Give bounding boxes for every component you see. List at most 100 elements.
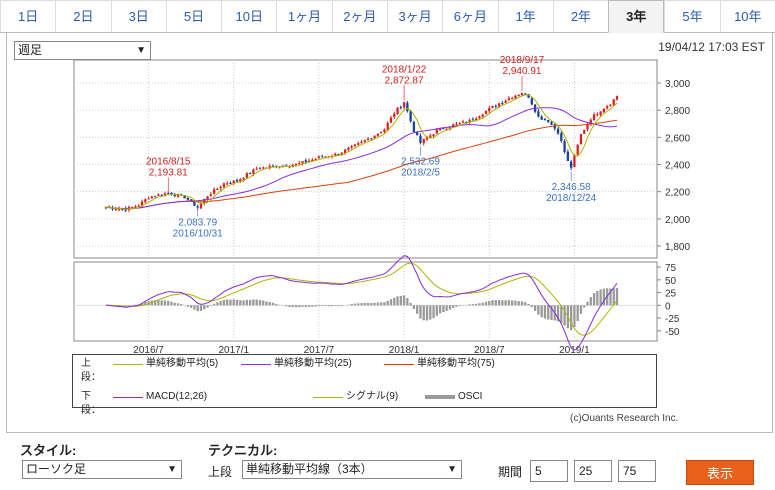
lower-y-tick-label: 75 <box>665 263 677 274</box>
osci-bar <box>592 293 596 306</box>
osci-bar <box>304 305 307 308</box>
osci-bar <box>252 299 255 306</box>
candle-body <box>599 111 602 115</box>
annotation-1-line2: 2016/10/31 <box>173 228 223 239</box>
osci-bar <box>602 288 606 306</box>
technical-select[interactable]: 単純移動平均線（3本） ▼ <box>242 460 462 479</box>
candle-body <box>478 116 481 119</box>
tab-12[interactable]: 5年 <box>664 0 720 32</box>
upper-pane-label: 上段 <box>208 465 233 479</box>
candle-body <box>216 188 219 190</box>
copyright: (c)Ouants Research Inc. <box>570 413 679 424</box>
candle-body <box>468 119 471 123</box>
osci-bar <box>311 305 314 307</box>
tab-2[interactable]: 3日 <box>110 0 166 32</box>
candle-body <box>386 123 389 131</box>
technical-label: テクニカル: <box>208 443 278 458</box>
osci-bar <box>501 300 504 306</box>
osci-bar <box>167 300 170 306</box>
candle-body <box>458 122 461 124</box>
candle-body <box>419 135 422 143</box>
osci-bar <box>245 299 248 306</box>
osci-bar <box>520 301 524 306</box>
tab-9[interactable]: 1年 <box>497 0 553 32</box>
osci-bar <box>425 305 429 321</box>
osci-bar <box>153 300 157 306</box>
candle-body <box>560 133 563 142</box>
tab-11[interactable]: 3年 <box>608 0 665 33</box>
candle-body <box>117 208 121 210</box>
osci-bar <box>583 305 586 308</box>
candle-body <box>540 116 543 120</box>
candle-body <box>235 179 239 182</box>
osci-bar <box>429 305 432 320</box>
candle-body <box>219 186 222 189</box>
tab-0[interactable]: 1日 <box>0 0 56 32</box>
osci-bar <box>140 303 144 306</box>
upper-y-tick-label: 2,600 <box>665 133 690 144</box>
osci-bar <box>271 302 275 306</box>
candle-body <box>579 134 583 145</box>
osci-bar <box>144 301 147 306</box>
tab-13[interactable]: 10年 <box>719 0 775 32</box>
candle-body <box>288 166 291 168</box>
osci-bar <box>573 305 576 327</box>
candle-body <box>491 106 494 108</box>
osci-bar <box>193 305 196 310</box>
osci-bar <box>514 300 517 306</box>
osci-bar <box>366 302 370 306</box>
candle-body <box>111 207 114 210</box>
period-input-2[interactable]: 25 <box>574 460 612 482</box>
osci-bar <box>504 300 507 306</box>
candle-body <box>606 106 609 109</box>
period-input-3[interactable]: 75 <box>618 460 656 482</box>
tab-4[interactable]: 10日 <box>221 0 277 32</box>
tab-5[interactable]: 1ヶ月 <box>276 0 332 32</box>
osci-bar <box>262 300 265 306</box>
osci-bar <box>206 305 209 308</box>
candle-body <box>353 144 357 146</box>
tab-3[interactable]: 5日 <box>165 0 222 32</box>
tab-1[interactable]: 2日 <box>55 0 111 32</box>
candle-body <box>537 111 540 117</box>
candle-body <box>402 102 406 108</box>
osci-bar <box>216 302 219 306</box>
osci-bar <box>212 303 216 306</box>
osci-bar <box>190 305 193 308</box>
osci-bar <box>383 302 386 306</box>
candle-body <box>389 117 393 123</box>
candle-body <box>173 195 176 197</box>
osci-bar <box>337 305 340 307</box>
candle-body <box>517 94 520 97</box>
candle-body <box>425 137 429 140</box>
tab-8[interactable]: 6ヶ月 <box>442 0 498 32</box>
x-tick-label: 2018/7 <box>474 345 505 355</box>
osci-bar <box>455 305 458 307</box>
candle-body <box>373 135 376 139</box>
osci-bar <box>258 300 262 306</box>
osci-bar <box>560 305 563 323</box>
osci-bar <box>380 302 383 306</box>
osci-bar <box>596 290 599 306</box>
x-tick-label: 2016/7 <box>133 345 164 355</box>
candle-body <box>268 165 271 168</box>
osci-bar <box>291 305 294 308</box>
osci-bar <box>547 305 550 320</box>
candle-body <box>134 206 137 208</box>
candle-body <box>602 108 606 113</box>
candle-body <box>232 180 235 184</box>
period-input-1[interactable]: 5 <box>530 460 568 482</box>
tab-10[interactable]: 2年 <box>552 0 609 32</box>
osci-bar <box>442 305 445 313</box>
candle-body <box>167 192 170 194</box>
show-button[interactable]: 表示 <box>686 460 754 485</box>
lower-y-tick-label: -25 <box>665 314 680 325</box>
osci-bar <box>186 305 190 307</box>
candle-body <box>461 121 465 123</box>
style-select[interactable]: ローソク足 ▼ <box>22 460 182 479</box>
tab-7[interactable]: 3ヶ月 <box>386 0 443 32</box>
osci-bar <box>173 302 176 306</box>
tab-6[interactable]: 2ヶ月 <box>331 0 387 32</box>
osci-bar <box>527 304 530 306</box>
candle-body <box>445 128 448 130</box>
